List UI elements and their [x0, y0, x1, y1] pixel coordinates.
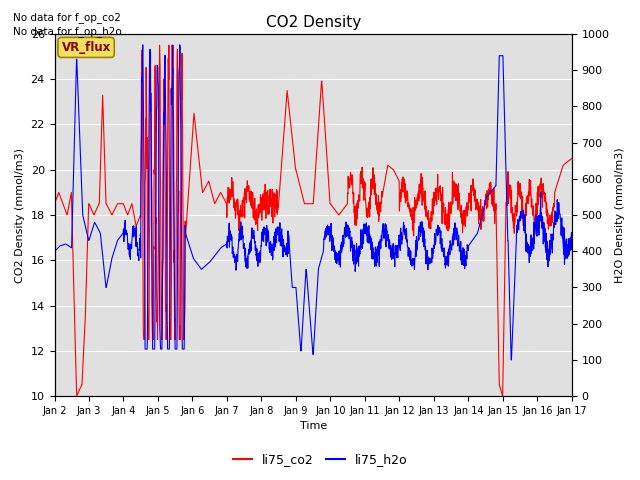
li75_h2o: [51, 248, 58, 254]
li75_h2o: [303, 266, 310, 272]
li75_co2: [499, 393, 506, 399]
li75_co2: [553, 182, 561, 188]
Text: No data for f_op_h2o: No data for f_op_h2o: [13, 26, 122, 37]
li75_h2o: [139, 42, 147, 48]
li75_h2o: [77, 165, 84, 170]
Y-axis label: CO2 Density (mmol/m3): CO2 Density (mmol/m3): [15, 147, 25, 283]
Title: CO2 Density: CO2 Density: [266, 15, 361, 30]
li75_h2o: [554, 197, 561, 203]
li75_co2: [289, 138, 296, 144]
li75_h2o: [289, 285, 296, 290]
li75_co2: [458, 219, 466, 225]
li75_co2: [156, 42, 163, 48]
Legend: li75_co2, li75_h2o: li75_co2, li75_h2o: [228, 448, 412, 471]
li75_h2o: [568, 234, 575, 240]
li75_h2o: [508, 357, 515, 363]
li75_co2: [303, 201, 310, 206]
li75_co2: [554, 181, 561, 187]
Text: No data for f_op_co2: No data for f_op_co2: [13, 12, 121, 23]
Y-axis label: H2O Density (mmol/m3): H2O Density (mmol/m3): [615, 147, 625, 283]
li75_co2: [77, 384, 84, 389]
Line: li75_h2o: li75_h2o: [54, 45, 572, 360]
Line: li75_co2: li75_co2: [54, 45, 572, 396]
Text: VR_flux: VR_flux: [61, 41, 111, 54]
li75_co2: [51, 201, 58, 206]
X-axis label: Time: Time: [300, 421, 327, 432]
li75_co2: [568, 156, 575, 161]
li75_h2o: [553, 218, 561, 224]
li75_h2o: [458, 252, 466, 258]
